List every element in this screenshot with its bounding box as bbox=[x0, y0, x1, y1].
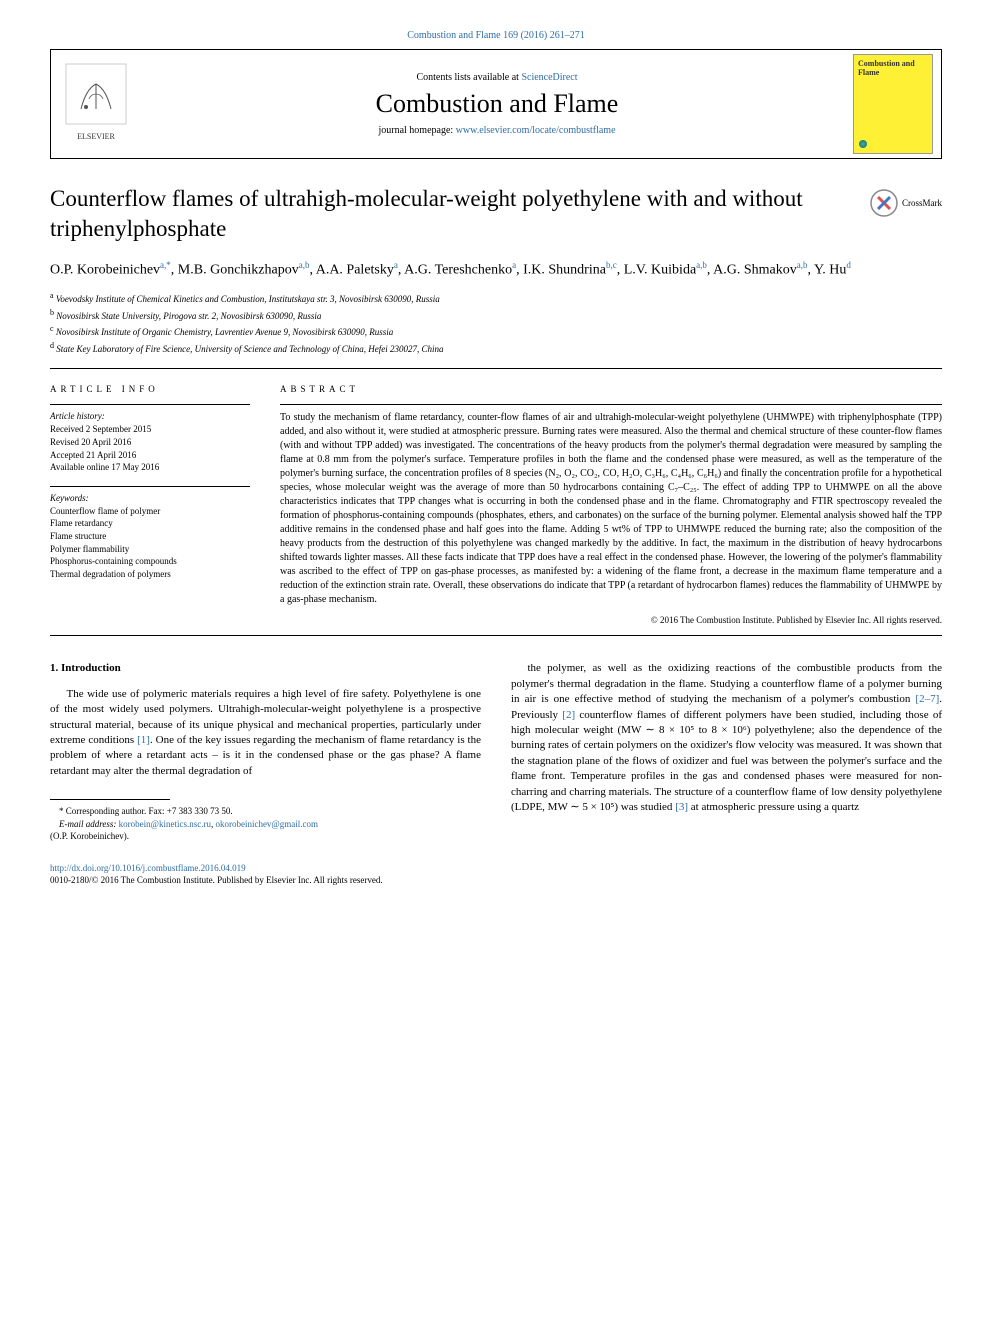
history-block: Received 2 September 2015Revised 20 Apri… bbox=[50, 423, 250, 473]
history-item: Accepted 21 April 2016 bbox=[50, 449, 250, 462]
divider bbox=[50, 368, 942, 369]
email-label: E-mail address: bbox=[59, 819, 119, 829]
history-item: Available online 17 May 2016 bbox=[50, 461, 250, 474]
homepage-line: journal homepage: www.elsevier.com/locat… bbox=[141, 125, 853, 136]
corresponding-author-note: * Corresponding author. Fax: +7 383 330 … bbox=[50, 805, 481, 818]
article-info-heading: ARTICLE INFO bbox=[50, 384, 250, 394]
bottom-copyright: 0010-2180/© 2016 The Combustion Institut… bbox=[50, 875, 942, 885]
affiliation-item: a Voevodsky Institute of Chemical Kineti… bbox=[50, 290, 942, 307]
crossmark-icon bbox=[870, 189, 898, 217]
authors-list: O.P. Korobeinicheva,*, M.B. Gonchikzhapo… bbox=[50, 259, 942, 281]
footnote-divider bbox=[50, 799, 170, 800]
email-note: E-mail address: korobein@kinetics.nsc.ru… bbox=[50, 818, 481, 831]
column-left: 1. Introduction The wide use of polymeri… bbox=[50, 661, 481, 843]
keyword-item: Flame retardancy bbox=[50, 517, 250, 530]
homepage-link[interactable]: www.elsevier.com/locate/combustflame bbox=[456, 125, 616, 136]
keyword-item: Phosphorus-containing compounds bbox=[50, 555, 250, 568]
cover-title: Combustion and Flame bbox=[858, 59, 928, 77]
body-columns: 1. Introduction The wide use of polymeri… bbox=[50, 661, 942, 843]
header-center: Contents lists available at ScienceDirec… bbox=[141, 72, 853, 136]
history-item: Received 2 September 2015 bbox=[50, 423, 250, 436]
article-title: Counterflow flames of ultrahigh-molecula… bbox=[50, 184, 850, 244]
keyword-item: Thermal degradation of polymers bbox=[50, 568, 250, 581]
abstract-divider bbox=[280, 404, 942, 405]
contents-line: Contents lists available at ScienceDirec… bbox=[141, 72, 853, 83]
body-paragraph: the polymer, as well as the oxidizing re… bbox=[511, 661, 942, 815]
abstract-heading: ABSTRACT bbox=[280, 384, 942, 394]
email-author: (O.P. Korobeinichev). bbox=[50, 830, 481, 843]
sciencedirect-link[interactable]: ScienceDirect bbox=[521, 72, 577, 83]
journal-name: Combustion and Flame bbox=[141, 89, 853, 119]
article-info: ARTICLE INFO Article history: Received 2… bbox=[50, 384, 250, 625]
doi-line: http://dx.doi.org/10.1016/j.combustflame… bbox=[50, 863, 942, 873]
footnotes: * Corresponding author. Fax: +7 383 330 … bbox=[50, 805, 481, 843]
journal-header: ELSEVIER Contents lists available at Sci… bbox=[50, 49, 942, 159]
info-abstract-row: ARTICLE INFO Article history: Received 2… bbox=[50, 384, 942, 625]
section-heading-introduction: 1. Introduction bbox=[50, 661, 481, 676]
history-label: Article history: bbox=[50, 411, 250, 421]
journal-cover-thumbnail: Combustion and Flame bbox=[853, 54, 933, 154]
ref-link[interactable]: [3] bbox=[675, 801, 688, 813]
ref-link[interactable]: [2] bbox=[562, 709, 575, 721]
contents-prefix: Contents lists available at bbox=[416, 72, 521, 83]
keywords-block: Counterflow flame of polymerFlame retard… bbox=[50, 505, 250, 581]
keyword-item: Polymer flammability bbox=[50, 543, 250, 556]
crossmark-label: CrossMark bbox=[902, 198, 942, 208]
affiliation-item: c Novosibirsk Institute of Organic Chemi… bbox=[50, 323, 942, 340]
divider bbox=[50, 635, 942, 636]
keyword-item: Flame structure bbox=[50, 530, 250, 543]
top-citation: Combustion and Flame 169 (2016) 261–271 bbox=[50, 30, 942, 41]
email-link-1[interactable]: korobein@kinetics.nsc.ru bbox=[119, 819, 211, 829]
homepage-prefix: journal homepage: bbox=[378, 125, 455, 136]
body-paragraph: The wide use of polymeric materials requ… bbox=[50, 687, 481, 779]
cover-dot-icon bbox=[859, 140, 867, 148]
affiliations-list: a Voevodsky Institute of Chemical Kineti… bbox=[50, 290, 942, 356]
affiliation-item: b Novosibirsk State University, Pirogova… bbox=[50, 307, 942, 324]
abstract-copyright: © 2016 The Combustion Institute. Publish… bbox=[280, 615, 942, 625]
ref-link[interactable]: [2–7] bbox=[915, 693, 939, 705]
abstract-text: To study the mechanism of flame retardan… bbox=[280, 411, 942, 607]
info-divider bbox=[50, 404, 250, 405]
affiliation-item: d State Key Laboratory of Fire Science, … bbox=[50, 340, 942, 357]
elsevier-logo: ELSEVIER bbox=[51, 50, 141, 158]
crossmark-badge[interactable]: CrossMark bbox=[870, 189, 942, 217]
info-divider bbox=[50, 486, 250, 487]
history-item: Revised 20 April 2016 bbox=[50, 436, 250, 449]
abstract-column: ABSTRACT To study the mechanism of flame… bbox=[280, 384, 942, 625]
doi-link[interactable]: http://dx.doi.org/10.1016/j.combustflame… bbox=[50, 863, 246, 873]
column-right: the polymer, as well as the oxidizing re… bbox=[511, 661, 942, 843]
keywords-label: Keywords: bbox=[50, 493, 250, 503]
ref-link[interactable]: [1] bbox=[137, 734, 150, 746]
email-link-2[interactable]: okorobeinichev@gmail.com bbox=[215, 819, 318, 829]
svg-text:ELSEVIER: ELSEVIER bbox=[77, 132, 115, 141]
keyword-item: Counterflow flame of polymer bbox=[50, 505, 250, 518]
title-row: Counterflow flames of ultrahigh-molecula… bbox=[50, 184, 942, 244]
